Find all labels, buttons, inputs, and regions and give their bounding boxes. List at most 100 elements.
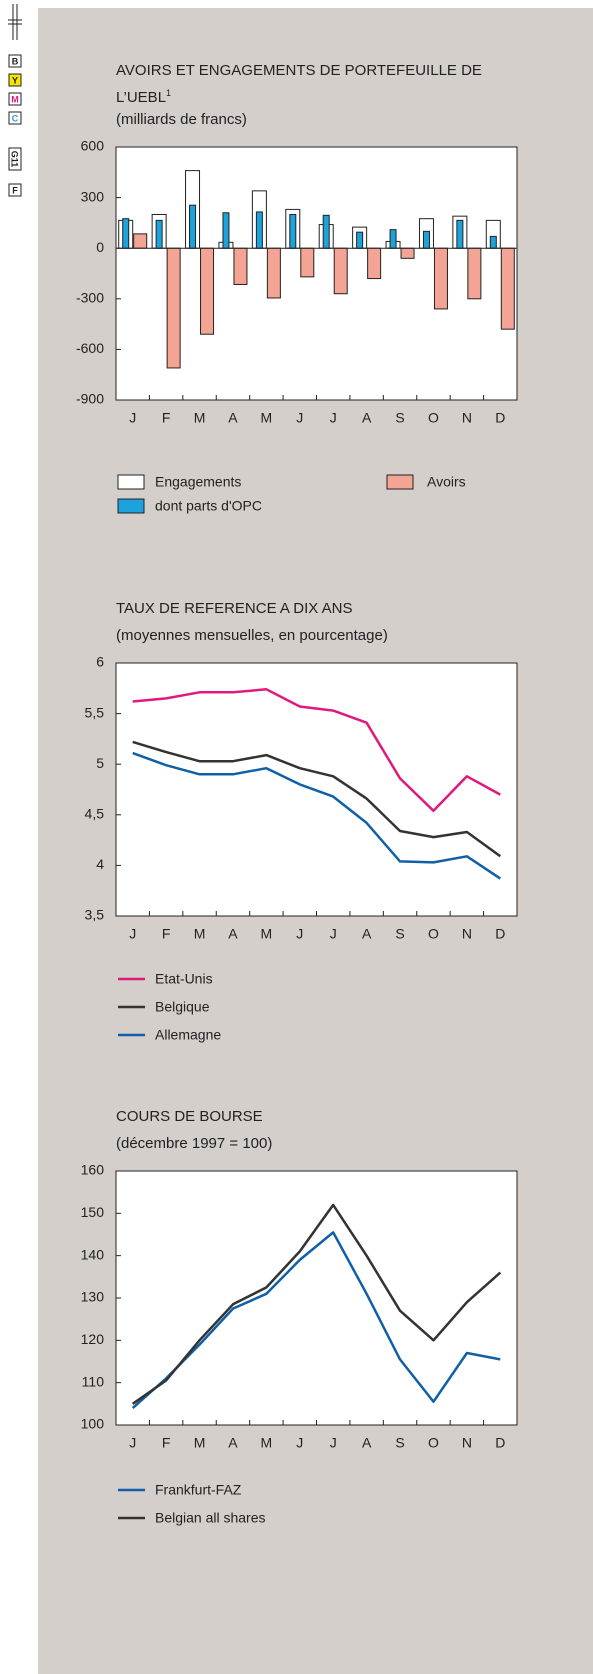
y-tick-label: 5,5 (85, 704, 105, 720)
legend-swatch (117, 498, 145, 514)
chart-title: COURS DE BOURSE (116, 1108, 263, 1125)
x-tick-label: D (495, 1435, 505, 1451)
printer-mark-box (8, 183, 22, 197)
x-tick-label: A (228, 1435, 238, 1451)
y-tick-label: -900 (76, 391, 104, 407)
y-tick-label: 600 (81, 138, 105, 154)
legend-label: Frankfurt-FAZ (155, 1482, 242, 1498)
x-tick-label: A (228, 926, 238, 942)
y-tick-label: 100 (81, 1416, 105, 1432)
y-tick-label: 150 (81, 1204, 105, 1220)
y-tick-label: 160 (81, 1162, 105, 1178)
legend-label: dont parts d'OPC (155, 498, 262, 514)
y-tick-label: -600 (76, 340, 104, 356)
bar (500, 247, 515, 330)
x-tick-label: M (194, 410, 206, 426)
y-tick-label: 140 (81, 1246, 105, 1262)
printer-mark-box (8, 111, 22, 125)
printer-mark: M (11, 94, 19, 104)
bar (122, 218, 130, 249)
bar (222, 212, 230, 249)
bar (367, 247, 382, 280)
legend-label: Belgian all shares (155, 1510, 266, 1526)
printer-mark: G11 (10, 151, 20, 168)
x-tick-label: O (428, 1435, 439, 1451)
legend-label: Avoirs (427, 474, 466, 490)
bar (433, 247, 448, 310)
printer-mark-box (8, 147, 22, 171)
bar (155, 219, 163, 249)
bar (133, 233, 148, 249)
x-tick-label: J (330, 410, 337, 426)
x-tick-label: F (162, 926, 171, 942)
y-tick-label: 5 (96, 755, 104, 771)
line-series (132, 688, 501, 813)
chart-title: TAUX DE REFERENCE A DIX ANS (116, 600, 353, 617)
title-text: AVOIRS ET ENGAGEMENTS DE PORTEFEUILLE DE… (116, 62, 482, 106)
x-tick-label: A (362, 1435, 372, 1451)
x-tick-label: M (261, 410, 273, 426)
x-tick-label: J (296, 926, 303, 942)
bar (356, 231, 364, 249)
y-tick-label: 110 (82, 1373, 105, 1389)
line-series (131, 1203, 502, 1405)
y-tick-label: 4,5 (85, 806, 105, 822)
x-tick-label: O (428, 926, 439, 942)
footnote-marker: 1 (166, 88, 172, 98)
x-tick-label: M (194, 926, 206, 942)
x-tick-label: S (395, 926, 404, 942)
x-tick-label: M (261, 1435, 273, 1451)
y-tick-label: 130 (81, 1289, 105, 1305)
x-tick-label: J (296, 410, 303, 426)
x-tick-label: A (228, 410, 238, 426)
plot-area (115, 1170, 518, 1426)
y-tick-label: 3,5 (85, 907, 105, 923)
x-tick-label: J (129, 1435, 136, 1451)
y-tick-label: 300 (81, 188, 105, 204)
x-tick-label: J (330, 926, 337, 942)
bar (322, 214, 330, 249)
line-series (132, 740, 502, 858)
printer-mark-box (8, 73, 22, 87)
bar (200, 247, 215, 335)
chart-title: AVOIRS ET ENGAGEMENTS DE PORTEFEUILLE DE… (116, 60, 506, 109)
line-series (132, 751, 501, 880)
bar (255, 211, 263, 249)
y-tick-label: -300 (76, 290, 104, 306)
chart-subtitle: (milliards de francs) (116, 111, 247, 128)
x-tick-label: F (162, 410, 171, 426)
bar (400, 247, 415, 259)
x-tick-label: D (495, 410, 505, 426)
legend-swatch (117, 474, 145, 490)
x-tick-label: J (330, 1435, 337, 1451)
x-tick-label: J (296, 1435, 303, 1451)
y-tick-label: 6 (96, 654, 104, 670)
chart-subtitle: (moyennes mensuelles, en pourcentage) (116, 627, 388, 644)
x-tick-label: N (462, 1435, 472, 1451)
x-tick-label: N (462, 410, 472, 426)
bar (467, 247, 482, 300)
x-tick-label: O (428, 410, 439, 426)
bar (422, 230, 430, 249)
x-tick-label: A (362, 410, 372, 426)
bar (333, 247, 348, 295)
legend-label: Etat-Unis (155, 971, 213, 987)
y-tick-label: 0 (96, 239, 104, 255)
bar (233, 247, 248, 285)
x-tick-label: A (362, 926, 372, 942)
x-tick-label: S (395, 410, 404, 426)
x-tick-label: S (395, 1435, 404, 1451)
printer-mark-box (8, 54, 22, 68)
chart-subtitle: (décembre 1997 = 100) (116, 1135, 273, 1152)
x-tick-label: M (261, 926, 273, 942)
y-tick-label: 120 (81, 1331, 105, 1347)
x-tick-label: N (462, 926, 472, 942)
printer-mark-box (8, 92, 22, 106)
bar (166, 247, 181, 369)
legend-label: Belgique (155, 999, 210, 1015)
bar (189, 204, 197, 249)
bar (300, 247, 315, 278)
x-tick-label: J (129, 410, 136, 426)
